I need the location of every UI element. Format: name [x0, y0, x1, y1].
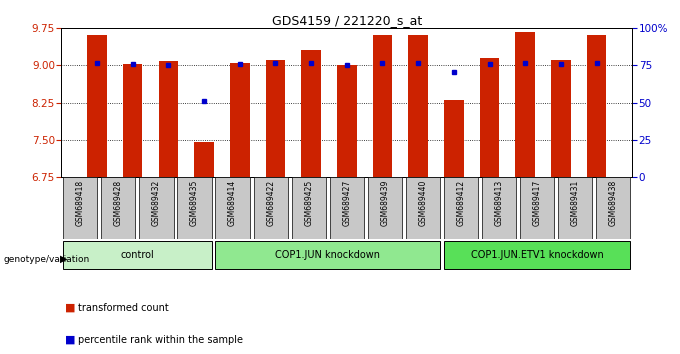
Bar: [587, 35, 607, 177]
Text: GSM689422: GSM689422: [266, 180, 275, 226]
Text: GSM689428: GSM689428: [114, 180, 123, 226]
Text: ■: ■: [65, 335, 75, 345]
Text: GSM689417: GSM689417: [532, 180, 542, 226]
Text: GSM689413: GSM689413: [494, 180, 504, 226]
Bar: [230, 63, 250, 177]
Text: control: control: [120, 250, 154, 260]
FancyBboxPatch shape: [63, 241, 211, 269]
FancyBboxPatch shape: [139, 177, 173, 239]
Bar: [551, 59, 571, 177]
Bar: [444, 100, 464, 177]
Text: GSM689427: GSM689427: [342, 180, 352, 226]
Text: COP1.JUN knockdown: COP1.JUN knockdown: [275, 250, 380, 260]
FancyBboxPatch shape: [101, 177, 135, 239]
Bar: [123, 63, 143, 177]
FancyBboxPatch shape: [482, 177, 516, 239]
FancyBboxPatch shape: [63, 177, 97, 239]
FancyBboxPatch shape: [558, 177, 592, 239]
Bar: [158, 61, 178, 177]
Bar: [515, 32, 535, 177]
Text: GSM689414: GSM689414: [228, 180, 237, 226]
Bar: [373, 35, 392, 177]
Text: GSM689431: GSM689431: [571, 180, 580, 226]
FancyBboxPatch shape: [292, 177, 326, 239]
Bar: [194, 142, 214, 177]
FancyBboxPatch shape: [520, 177, 554, 239]
Text: GSM689425: GSM689425: [304, 180, 313, 226]
FancyBboxPatch shape: [216, 241, 440, 269]
Text: GSM689438: GSM689438: [609, 180, 618, 226]
FancyBboxPatch shape: [368, 177, 402, 239]
FancyBboxPatch shape: [406, 177, 440, 239]
Text: GSM689432: GSM689432: [152, 180, 161, 226]
Text: genotype/variation: genotype/variation: [3, 255, 90, 264]
Text: COP1.JUN.ETV1 knockdown: COP1.JUN.ETV1 knockdown: [471, 250, 604, 260]
Text: GSM689439: GSM689439: [380, 180, 390, 227]
Text: GSM689412: GSM689412: [456, 180, 466, 226]
Text: GSM689440: GSM689440: [418, 180, 428, 227]
FancyBboxPatch shape: [330, 177, 364, 239]
FancyBboxPatch shape: [254, 177, 288, 239]
FancyBboxPatch shape: [596, 177, 630, 239]
Text: ■: ■: [65, 303, 75, 313]
FancyBboxPatch shape: [216, 177, 250, 239]
Bar: [409, 35, 428, 177]
Title: GDS4159 / 221220_s_at: GDS4159 / 221220_s_at: [272, 14, 422, 27]
Text: percentile rank within the sample: percentile rank within the sample: [78, 335, 243, 345]
FancyBboxPatch shape: [177, 177, 211, 239]
Bar: [301, 50, 321, 177]
Bar: [480, 58, 499, 177]
FancyBboxPatch shape: [444, 241, 630, 269]
Text: ▶: ▶: [60, 254, 67, 264]
Text: GSM689435: GSM689435: [190, 180, 199, 227]
Bar: [266, 59, 285, 177]
Text: transformed count: transformed count: [78, 303, 169, 313]
Text: GSM689418: GSM689418: [75, 180, 85, 226]
Bar: [337, 65, 356, 177]
FancyBboxPatch shape: [444, 177, 478, 239]
Bar: [87, 35, 107, 177]
